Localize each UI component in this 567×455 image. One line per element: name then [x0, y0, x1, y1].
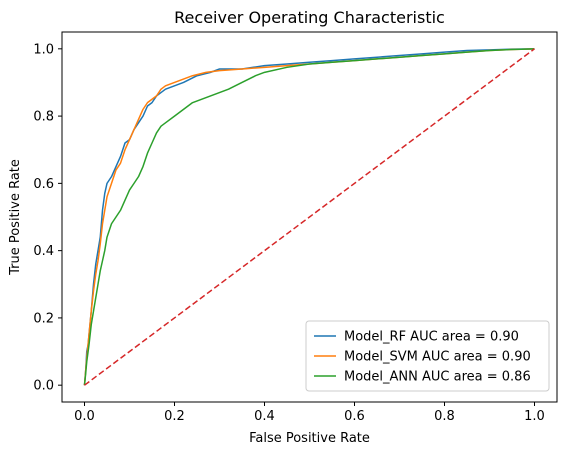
x-tick-label: 1.0 — [524, 409, 545, 424]
x-axis-label: False Positive Rate — [249, 431, 370, 446]
y-tick-label: 0.0 — [33, 379, 54, 394]
legend-entry-label: Model_RF AUC area = 0.90 — [344, 330, 519, 345]
plot-area — [61, 31, 558, 403]
y-tick-label: 1.0 — [33, 42, 54, 57]
legend-entry-label: Model_ANN AUC area = 0.86 — [344, 370, 531, 385]
legend-box — [305, 320, 550, 392]
x-axis-ticks: 0.0 0.2 0.4 0.6 0.8 1.0 — [74, 402, 545, 424]
series-line-2 — [83, 48, 535, 386]
x-tick-label: 0.6 — [344, 409, 365, 424]
legend-entry-label: Model_SVM AUC area = 0.90 — [344, 350, 531, 365]
x-tick-label: 0.4 — [254, 409, 275, 424]
x-tick-label: 0.8 — [434, 409, 455, 424]
x-tick-label: 0.0 — [74, 409, 95, 424]
x-tick-label: 0.2 — [164, 409, 185, 424]
plot-frame — [61, 31, 558, 403]
y-axis-ticks: 0.0 0.2 0.4 0.6 0.8 1.0 — [33, 42, 62, 394]
series-line-0 — [83, 48, 535, 386]
legend: Model_RF AUC area = 0.90 Model_SVM AUC ar… — [305, 320, 550, 392]
y-axis-label: True Positive Rate — [8, 159, 23, 276]
series-line-3 — [84, 48, 535, 386]
y-tick-label: 0.6 — [33, 177, 54, 192]
y-tick-label: 0.2 — [33, 311, 54, 326]
y-tick-label: 0.8 — [33, 110, 54, 125]
chart-title: Receiver Operating Characteristic — [174, 8, 445, 27]
y-tick-label: 0.4 — [33, 244, 54, 259]
